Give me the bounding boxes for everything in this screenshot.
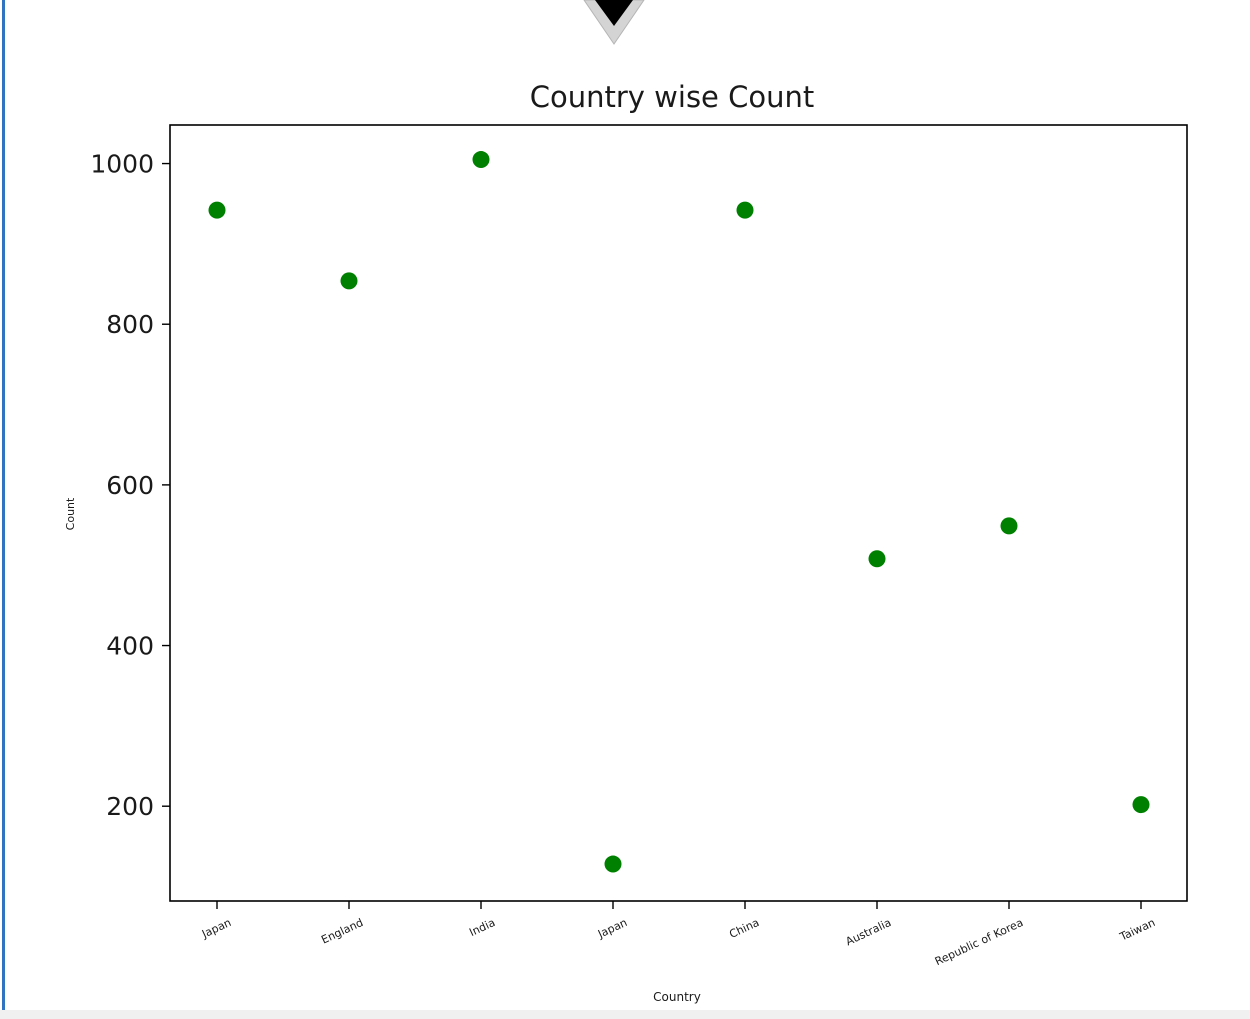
chart-title: Country wise Count xyxy=(530,80,815,114)
y-axis: 200 400 600 800 1000 xyxy=(90,150,170,821)
x-tick-label: Republic of Korea xyxy=(933,916,1025,968)
x-tick-label: England xyxy=(319,916,365,947)
x-tick-label: Taiwan xyxy=(1117,916,1157,944)
data-point xyxy=(868,550,886,568)
y-tick-label: 1000 xyxy=(90,150,154,179)
data-point xyxy=(604,855,622,873)
y-tick-label: 400 xyxy=(106,632,154,661)
data-point xyxy=(736,201,754,219)
x-tick-label: China xyxy=(727,916,761,941)
y-tick-label: 600 xyxy=(106,471,154,500)
y-tick-label: 200 xyxy=(106,792,154,821)
data-point xyxy=(1000,517,1018,535)
data-point xyxy=(1132,796,1150,814)
y-tick-label: 800 xyxy=(106,310,154,339)
x-tick-label: Japan xyxy=(199,916,233,941)
y-axis-label: Count xyxy=(64,497,77,530)
bottom-strip xyxy=(0,1010,1250,1019)
x-axis-label: Country xyxy=(653,990,701,1004)
data-point xyxy=(208,201,226,219)
plot-area xyxy=(169,124,1188,902)
x-axis: Japan England India Japan China Australia Repu… xyxy=(199,901,1157,968)
data-point xyxy=(340,272,358,290)
x-tick-label: Australia xyxy=(844,916,894,948)
x-tick-label: India xyxy=(467,916,497,939)
x-tick-label: Japan xyxy=(595,916,629,941)
window-left-border xyxy=(2,0,5,1019)
down-arrow-icon xyxy=(583,0,645,45)
data-points xyxy=(208,151,1150,873)
data-point xyxy=(472,151,490,169)
